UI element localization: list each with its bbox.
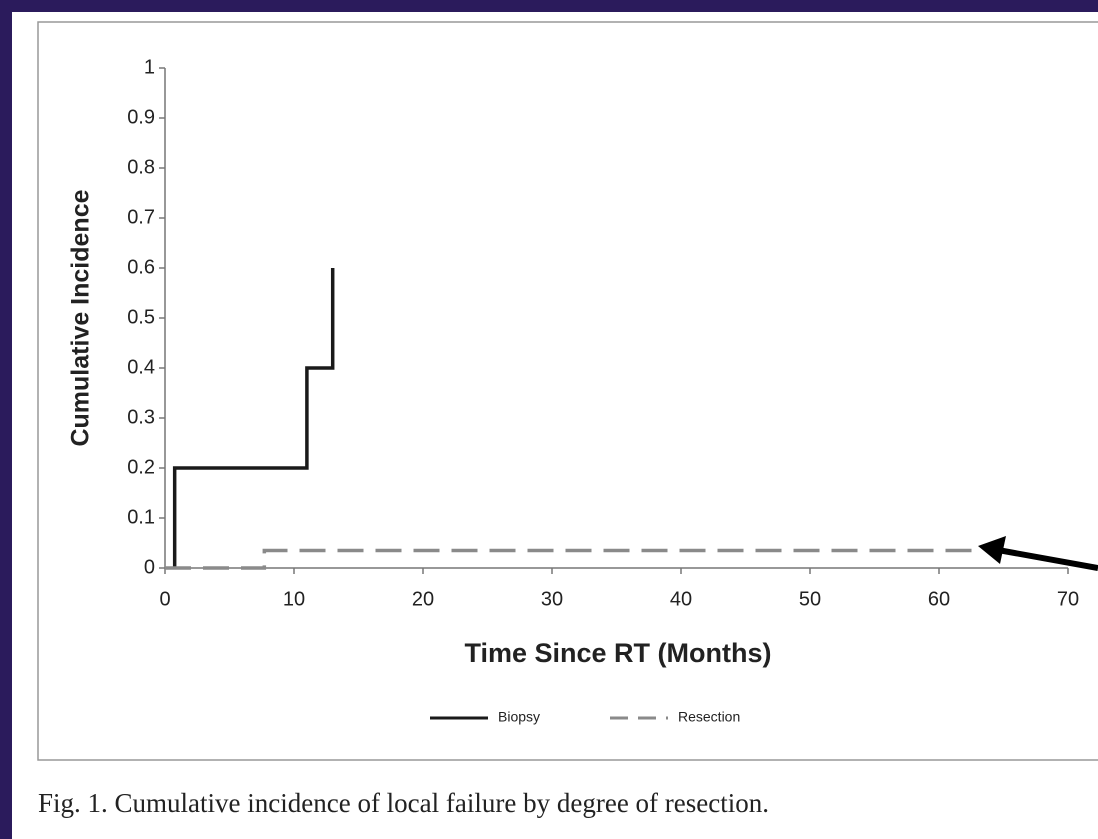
caption: Fig. 1. Cumulative incidence of local fa…	[38, 788, 769, 818]
panel	[12, 12, 1098, 839]
x-tick-label: 40	[670, 588, 692, 610]
series-line	[165, 548, 978, 570]
y-axis-title: Cumulative Incidence	[67, 189, 95, 446]
y-tick-label: 0.1	[127, 506, 155, 528]
chart-frame	[37, 21, 1098, 761]
y-tick-label: 0.3	[127, 406, 155, 428]
legend-label: Biopsy	[498, 709, 540, 725]
x-tick-label: 20	[412, 588, 434, 610]
arrow-shaft	[997, 547, 1098, 571]
arrow-head	[978, 536, 1006, 564]
x-tick-label: 70	[1057, 588, 1079, 610]
y-tick-label: 0.5	[127, 306, 155, 328]
x-tick-label: 60	[928, 588, 950, 610]
y-tick-label: 1	[144, 56, 155, 78]
series-line	[172, 268, 335, 568]
x-tick-label: 0	[159, 588, 170, 610]
y-tick-label: 0.9	[127, 106, 155, 128]
y-tick-label: 0.7	[127, 206, 155, 228]
x-axis-title: Time Since RT (Months)	[464, 638, 771, 668]
y-tick-label: 0.6	[127, 256, 155, 278]
y-tick-label: 0.4	[127, 356, 155, 378]
y-tick-label: 0.2	[127, 456, 155, 478]
x-tick-label: 10	[283, 588, 305, 610]
y-tick-label: 0	[144, 556, 155, 578]
legend-label: Resection	[678, 709, 740, 725]
x-tick-label: 30	[541, 588, 563, 610]
y-tick-label: 0.8	[127, 156, 155, 178]
x-tick-label: 50	[799, 588, 821, 610]
